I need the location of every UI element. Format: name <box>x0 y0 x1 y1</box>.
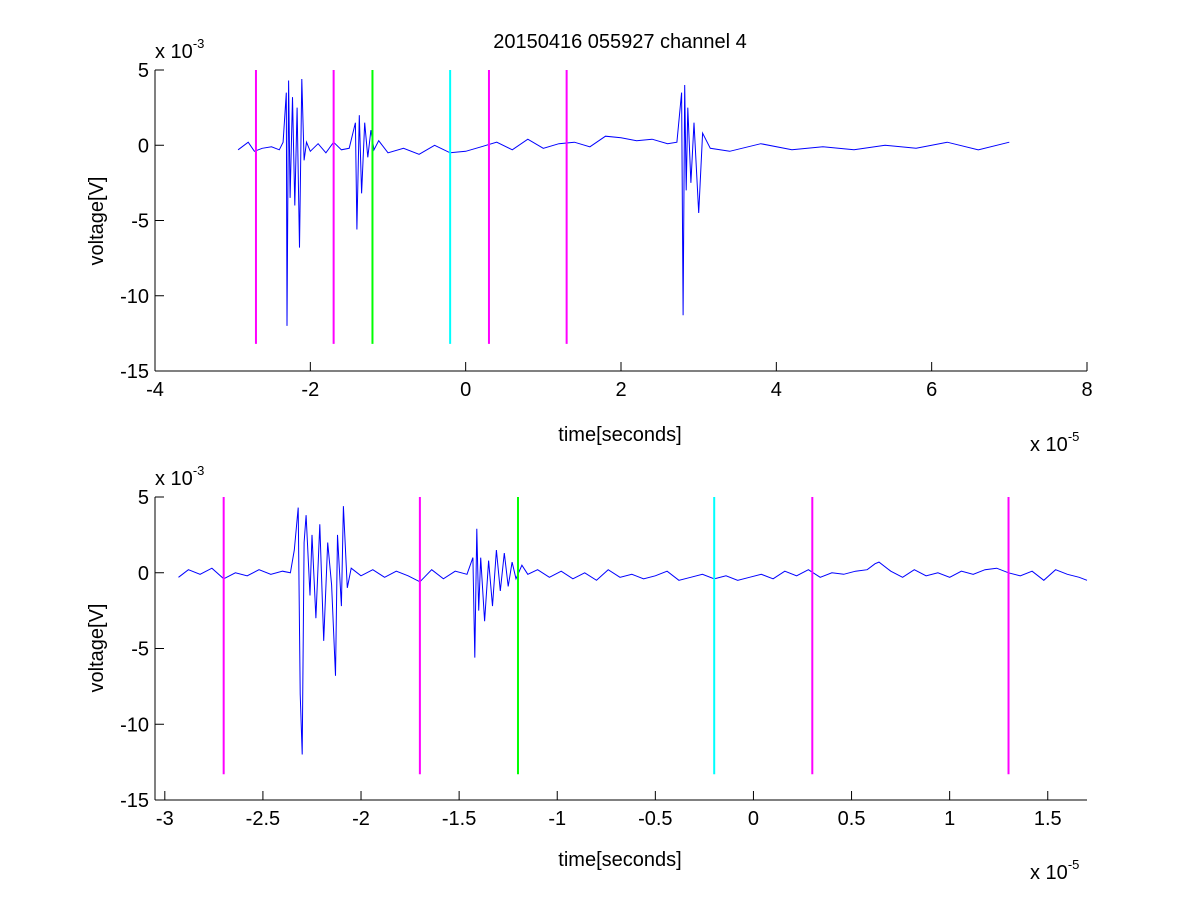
bottom-y-tick-label: 0 <box>138 563 149 585</box>
top-x-tick-label: 8 <box>1081 379 1092 401</box>
bottom-x-tick-label: -2.5 <box>246 808 280 830</box>
bottom-x-tick-label: -2 <box>352 808 370 830</box>
figure-title: 20150416 055927 channel 4 <box>493 31 747 53</box>
bottom-y-tick-label: 5 <box>138 487 149 509</box>
bottom-y-axis-label: voltage[V] <box>86 604 108 693</box>
top-y-exponent-label: x 10-3 <box>155 36 204 63</box>
top-x-exponent-label: x 10-5 <box>1030 429 1079 456</box>
bottom-x-tick-label: 0.5 <box>838 808 866 830</box>
top-y-tick-label: 0 <box>138 135 149 157</box>
top-x-axis-label: time[seconds] <box>558 424 681 446</box>
top-x-tick-label: 6 <box>926 379 937 401</box>
bottom-x-axis-label: time[seconds] <box>558 849 681 871</box>
top-y-axis-label: voltage[V] <box>86 177 108 266</box>
bottom-x-tick-label: 1.5 <box>1034 808 1062 830</box>
bottom-x-tick-label: -1 <box>548 808 566 830</box>
bottom-x-exponent-label: x 10-5 <box>1030 857 1079 884</box>
bottom-y-tick-label: -15 <box>120 790 149 812</box>
svg-text:x 10-5: x 10-5 <box>1030 429 1079 456</box>
top-signal-line <box>237 78 1010 326</box>
top-y-tick-label: -15 <box>120 361 149 383</box>
bottom-subplot: x 10-3 x 10-5 time[seconds] voltage[V] -… <box>86 463 1088 884</box>
svg-text:x 10-3: x 10-3 <box>155 463 204 490</box>
bottom-x-tick-label: 1 <box>944 808 955 830</box>
bottom-signal-line <box>178 506 1088 755</box>
bottom-x-tick-label: -0.5 <box>638 808 672 830</box>
bottom-x-tick-label: -1.5 <box>442 808 476 830</box>
svg-text:x 10-5: x 10-5 <box>1030 857 1079 884</box>
top-y-tick-label: 5 <box>138 60 149 82</box>
top-x-tick-label: 4 <box>771 379 782 401</box>
top-x-tick-label: 2 <box>615 379 626 401</box>
top-y-tick-label: -10 <box>120 286 149 308</box>
top-subplot: x 10-3 x 10-5 time[seconds] voltage[V] -… <box>86 36 1093 456</box>
bottom-y-tick-label: -5 <box>131 639 149 661</box>
top-y-tick-label: -5 <box>131 211 149 233</box>
bottom-x-tick-label: -3 <box>156 808 174 830</box>
bottom-y-tick-label: -10 <box>120 714 149 736</box>
top-x-tick-label: 0 <box>460 379 471 401</box>
top-x-tick-label: -2 <box>301 379 319 401</box>
top-x-tick-label: -4 <box>146 379 164 401</box>
svg-text:x 10-3: x 10-3 <box>155 36 204 63</box>
bottom-y-exponent-label: x 10-3 <box>155 463 204 490</box>
bottom-x-tick-label: 0 <box>748 808 759 830</box>
